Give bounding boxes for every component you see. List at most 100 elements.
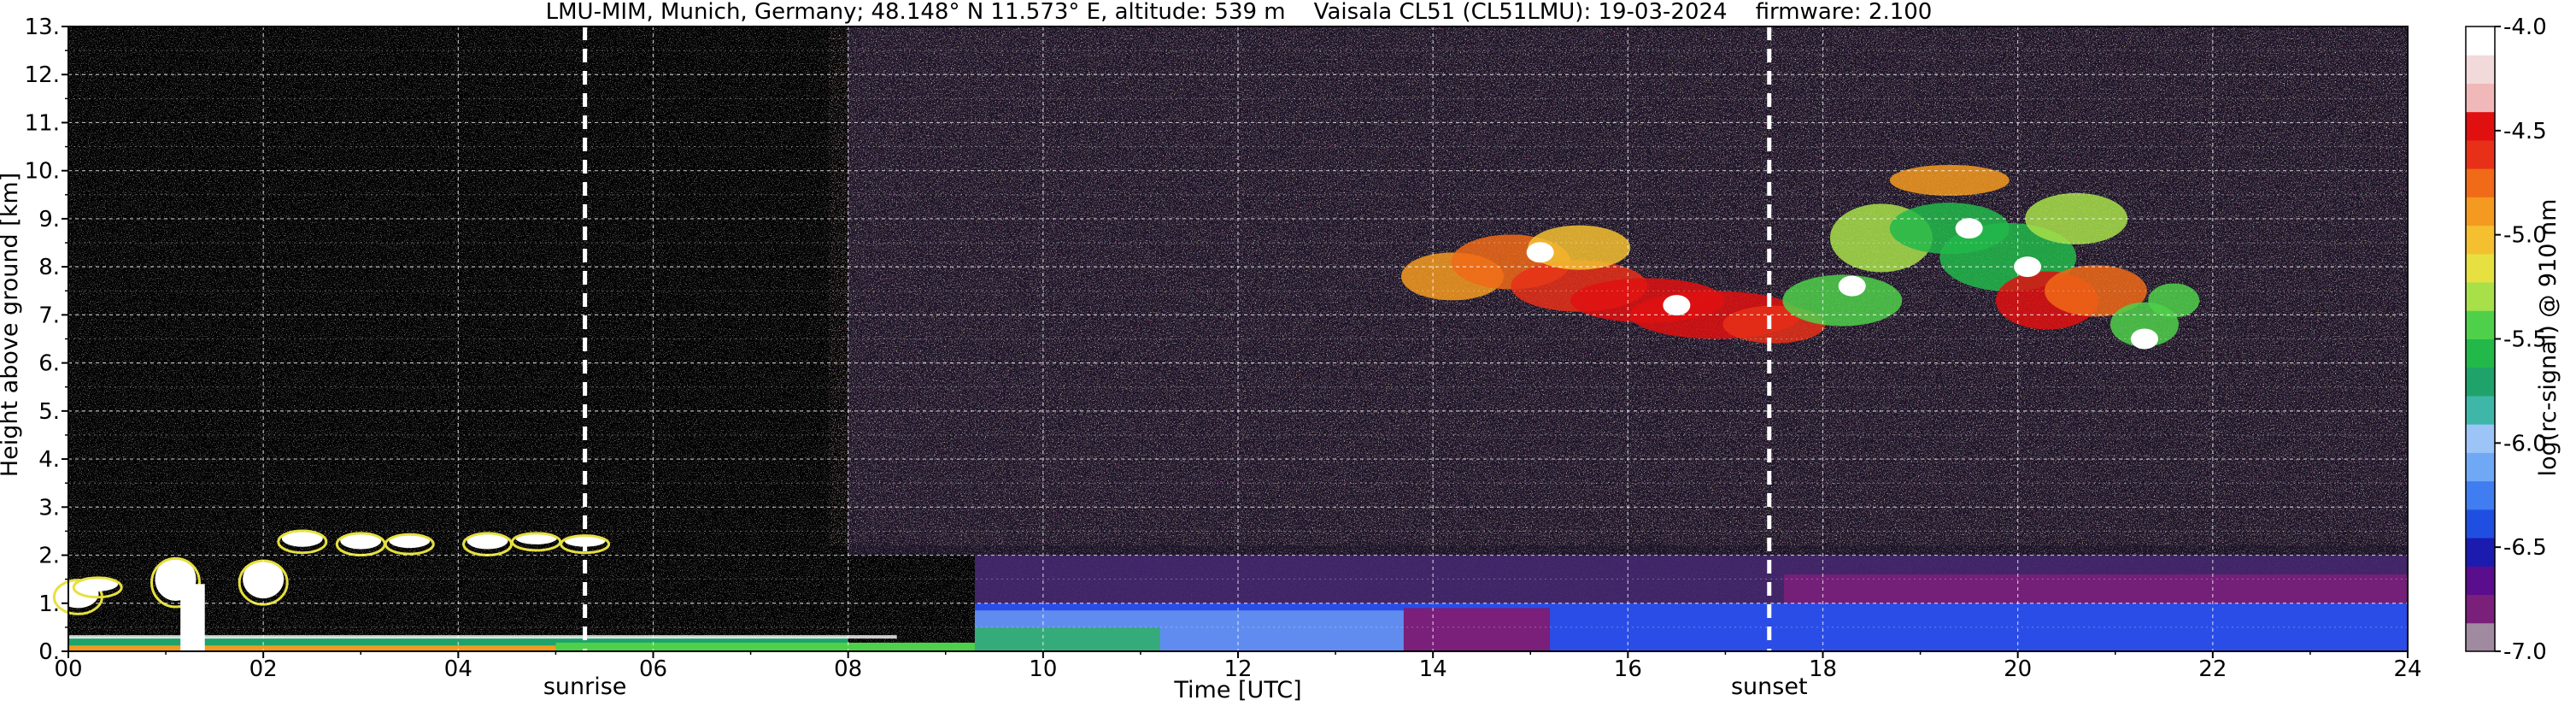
y-tick-label-11: 11. xyxy=(25,110,60,136)
low-cloud-edge-9 xyxy=(72,576,123,599)
y-axis-ticks: 0. 1. 2. 3. 4. 5. 6. 7. 8. 9. 10. 11. 12. 13. xyxy=(25,15,68,665)
colorbar-tick-label-5: -6.5 xyxy=(2503,535,2547,561)
surface-layer-top xyxy=(68,635,897,639)
cirrus-patch-16 xyxy=(1528,225,1631,270)
y-tick-label-2: 2. xyxy=(38,544,60,569)
surface-layer-core xyxy=(68,645,556,651)
low-cloud-edge-1 xyxy=(150,556,201,609)
low-cloud-9 xyxy=(77,576,119,591)
colorbar-swatch-14 xyxy=(2466,225,2495,255)
cirrus-core-0 xyxy=(1663,295,1691,316)
low-cloud-edge-8 xyxy=(560,534,611,555)
low-cloud-3 xyxy=(281,530,323,547)
colorbar-swatch-3 xyxy=(2466,538,2495,567)
colorbar-swatch-6 xyxy=(2466,452,2495,482)
colorbar-swatch-19 xyxy=(2466,83,2495,113)
cirrus-core-2 xyxy=(2014,256,2042,278)
colorbar-swatch-15 xyxy=(2466,197,2495,227)
colorbar-swatch-18 xyxy=(2466,111,2495,141)
colorbar: -4.0 -4.5 -5.0 -5.5 -6.0 -6.5 -7.0 xyxy=(2465,15,2547,665)
x-tick-label-18: 18 xyxy=(1809,656,1837,682)
y-tick-label-0: 0. xyxy=(38,639,60,665)
colorbar-tick-label-4: -6.0 xyxy=(2503,431,2547,456)
colorbar-tick-label-3: -5.5 xyxy=(2503,327,2547,353)
colorbar-swatch-16 xyxy=(2466,168,2495,197)
low-cloud-column xyxy=(180,584,205,651)
low-cloud-edge-3 xyxy=(277,529,328,555)
x-tick-label-20: 20 xyxy=(2004,656,2032,682)
surface-layer-morning xyxy=(555,642,975,651)
x-axis-ticks: 00 02 04 06 08 10 12 14 16 18 20 22 24 xyxy=(54,651,2422,682)
colorbar-swatch-21 xyxy=(2466,26,2495,56)
y-tick-label-3: 3. xyxy=(38,495,60,521)
boundary-layer-green xyxy=(974,627,1160,651)
chart-title: LMU-MIM, Munich, Germany; 48.148° N 11.5… xyxy=(546,0,1933,25)
colorbar-swatch-20 xyxy=(2466,55,2495,84)
cirrus-patch-11 xyxy=(2044,265,2147,317)
cirrus-core-3 xyxy=(2130,328,2158,350)
annotation-layer: sunrise sunset xyxy=(543,26,1808,700)
cirrus-patch-8 xyxy=(1889,164,2010,196)
x-tick-label-22: 22 xyxy=(2198,656,2227,682)
colorbar-swatch-12 xyxy=(2466,282,2495,311)
colorbar-swatch-13 xyxy=(2466,253,2495,283)
colorbar-swatch-0 xyxy=(2466,622,2495,652)
grid-lines xyxy=(68,26,2408,651)
x-tick-label-24: 24 xyxy=(2393,656,2421,682)
y-axis-label: Height above ground [km] xyxy=(0,173,23,477)
y-tick-label-9: 9. xyxy=(38,207,60,232)
y-tick-label-7: 7. xyxy=(38,303,60,328)
low-cloud-7 xyxy=(515,532,557,544)
boundary-layer-purple xyxy=(1403,608,1551,651)
colorbar-swatch-8 xyxy=(2466,395,2495,425)
x-tick-label-10: 10 xyxy=(1029,656,1057,682)
x-axis-label: Time [UTC] xyxy=(1173,677,1301,703)
x-tick-label-16: 16 xyxy=(1614,656,1642,682)
y-tick-label-13: 13. xyxy=(25,15,60,40)
x-tick-label-12: 12 xyxy=(1223,656,1252,682)
low-cloud-6 xyxy=(466,532,508,550)
colorbar-tick-label-2: -5.0 xyxy=(2503,223,2547,249)
cirrus-patch-6 xyxy=(1782,274,1903,327)
colorbar-tick-label-1: -4.5 xyxy=(2503,119,2547,144)
colorbar-swatch-10 xyxy=(2466,338,2495,368)
y-tick-label-10: 10. xyxy=(25,159,60,185)
sunrise-label: sunrise xyxy=(543,674,627,700)
low-cloud-4 xyxy=(340,532,382,550)
colorbar-swatch-11 xyxy=(2466,310,2495,339)
x-tick-label-02: 02 xyxy=(249,656,278,682)
cirrus-core-5 xyxy=(1955,218,1983,239)
colorbar-swatch-9 xyxy=(2466,367,2495,397)
x-tick-label-08: 08 xyxy=(834,656,862,682)
y-tick-label-5: 5. xyxy=(38,399,60,425)
low-cloud-edge-5 xyxy=(384,532,435,556)
cirrus-patch-13 xyxy=(2148,283,2200,318)
cirrus-patch-14 xyxy=(2025,192,2128,244)
cirrus-patch-15 xyxy=(1889,203,2010,255)
colorbar-swatch-5 xyxy=(2466,480,2495,510)
colorbar-tick-label-6: -7.0 xyxy=(2503,639,2547,665)
residual-layer-evening xyxy=(1783,574,2408,603)
y-tick-label-4: 4. xyxy=(38,447,60,473)
y-tick-label-12: 12. xyxy=(25,62,60,88)
low-cloud-edge-7 xyxy=(511,532,562,552)
x-tick-label-06: 06 xyxy=(639,656,667,682)
colorbar-tick-label-0: -4.0 xyxy=(2503,15,2547,40)
cirrus-core-4 xyxy=(1526,242,1554,263)
x-tick-label-04: 04 xyxy=(444,656,472,682)
low-cloud-2 xyxy=(243,560,285,599)
low-cloud-5 xyxy=(389,533,431,549)
colorbar-swatch-1 xyxy=(2466,594,2495,624)
y-tick-label-1: 1. xyxy=(38,591,60,617)
y-tick-label-6: 6. xyxy=(38,351,60,377)
x-tick-label-00: 00 xyxy=(54,656,82,682)
colorbar-swatch-17 xyxy=(2466,139,2495,169)
x-tick-label-14: 14 xyxy=(1419,656,1447,682)
colorbar-swatch-2 xyxy=(2466,566,2495,596)
colorbar-swatch-4 xyxy=(2466,509,2495,538)
cirrus-core-1 xyxy=(1838,275,1866,297)
colorbar-label: log(rc-signal) @ 910 nm xyxy=(2535,199,2561,477)
sunset-label: sunset xyxy=(1731,674,1808,700)
colorbar-swatch-7 xyxy=(2466,424,2495,453)
